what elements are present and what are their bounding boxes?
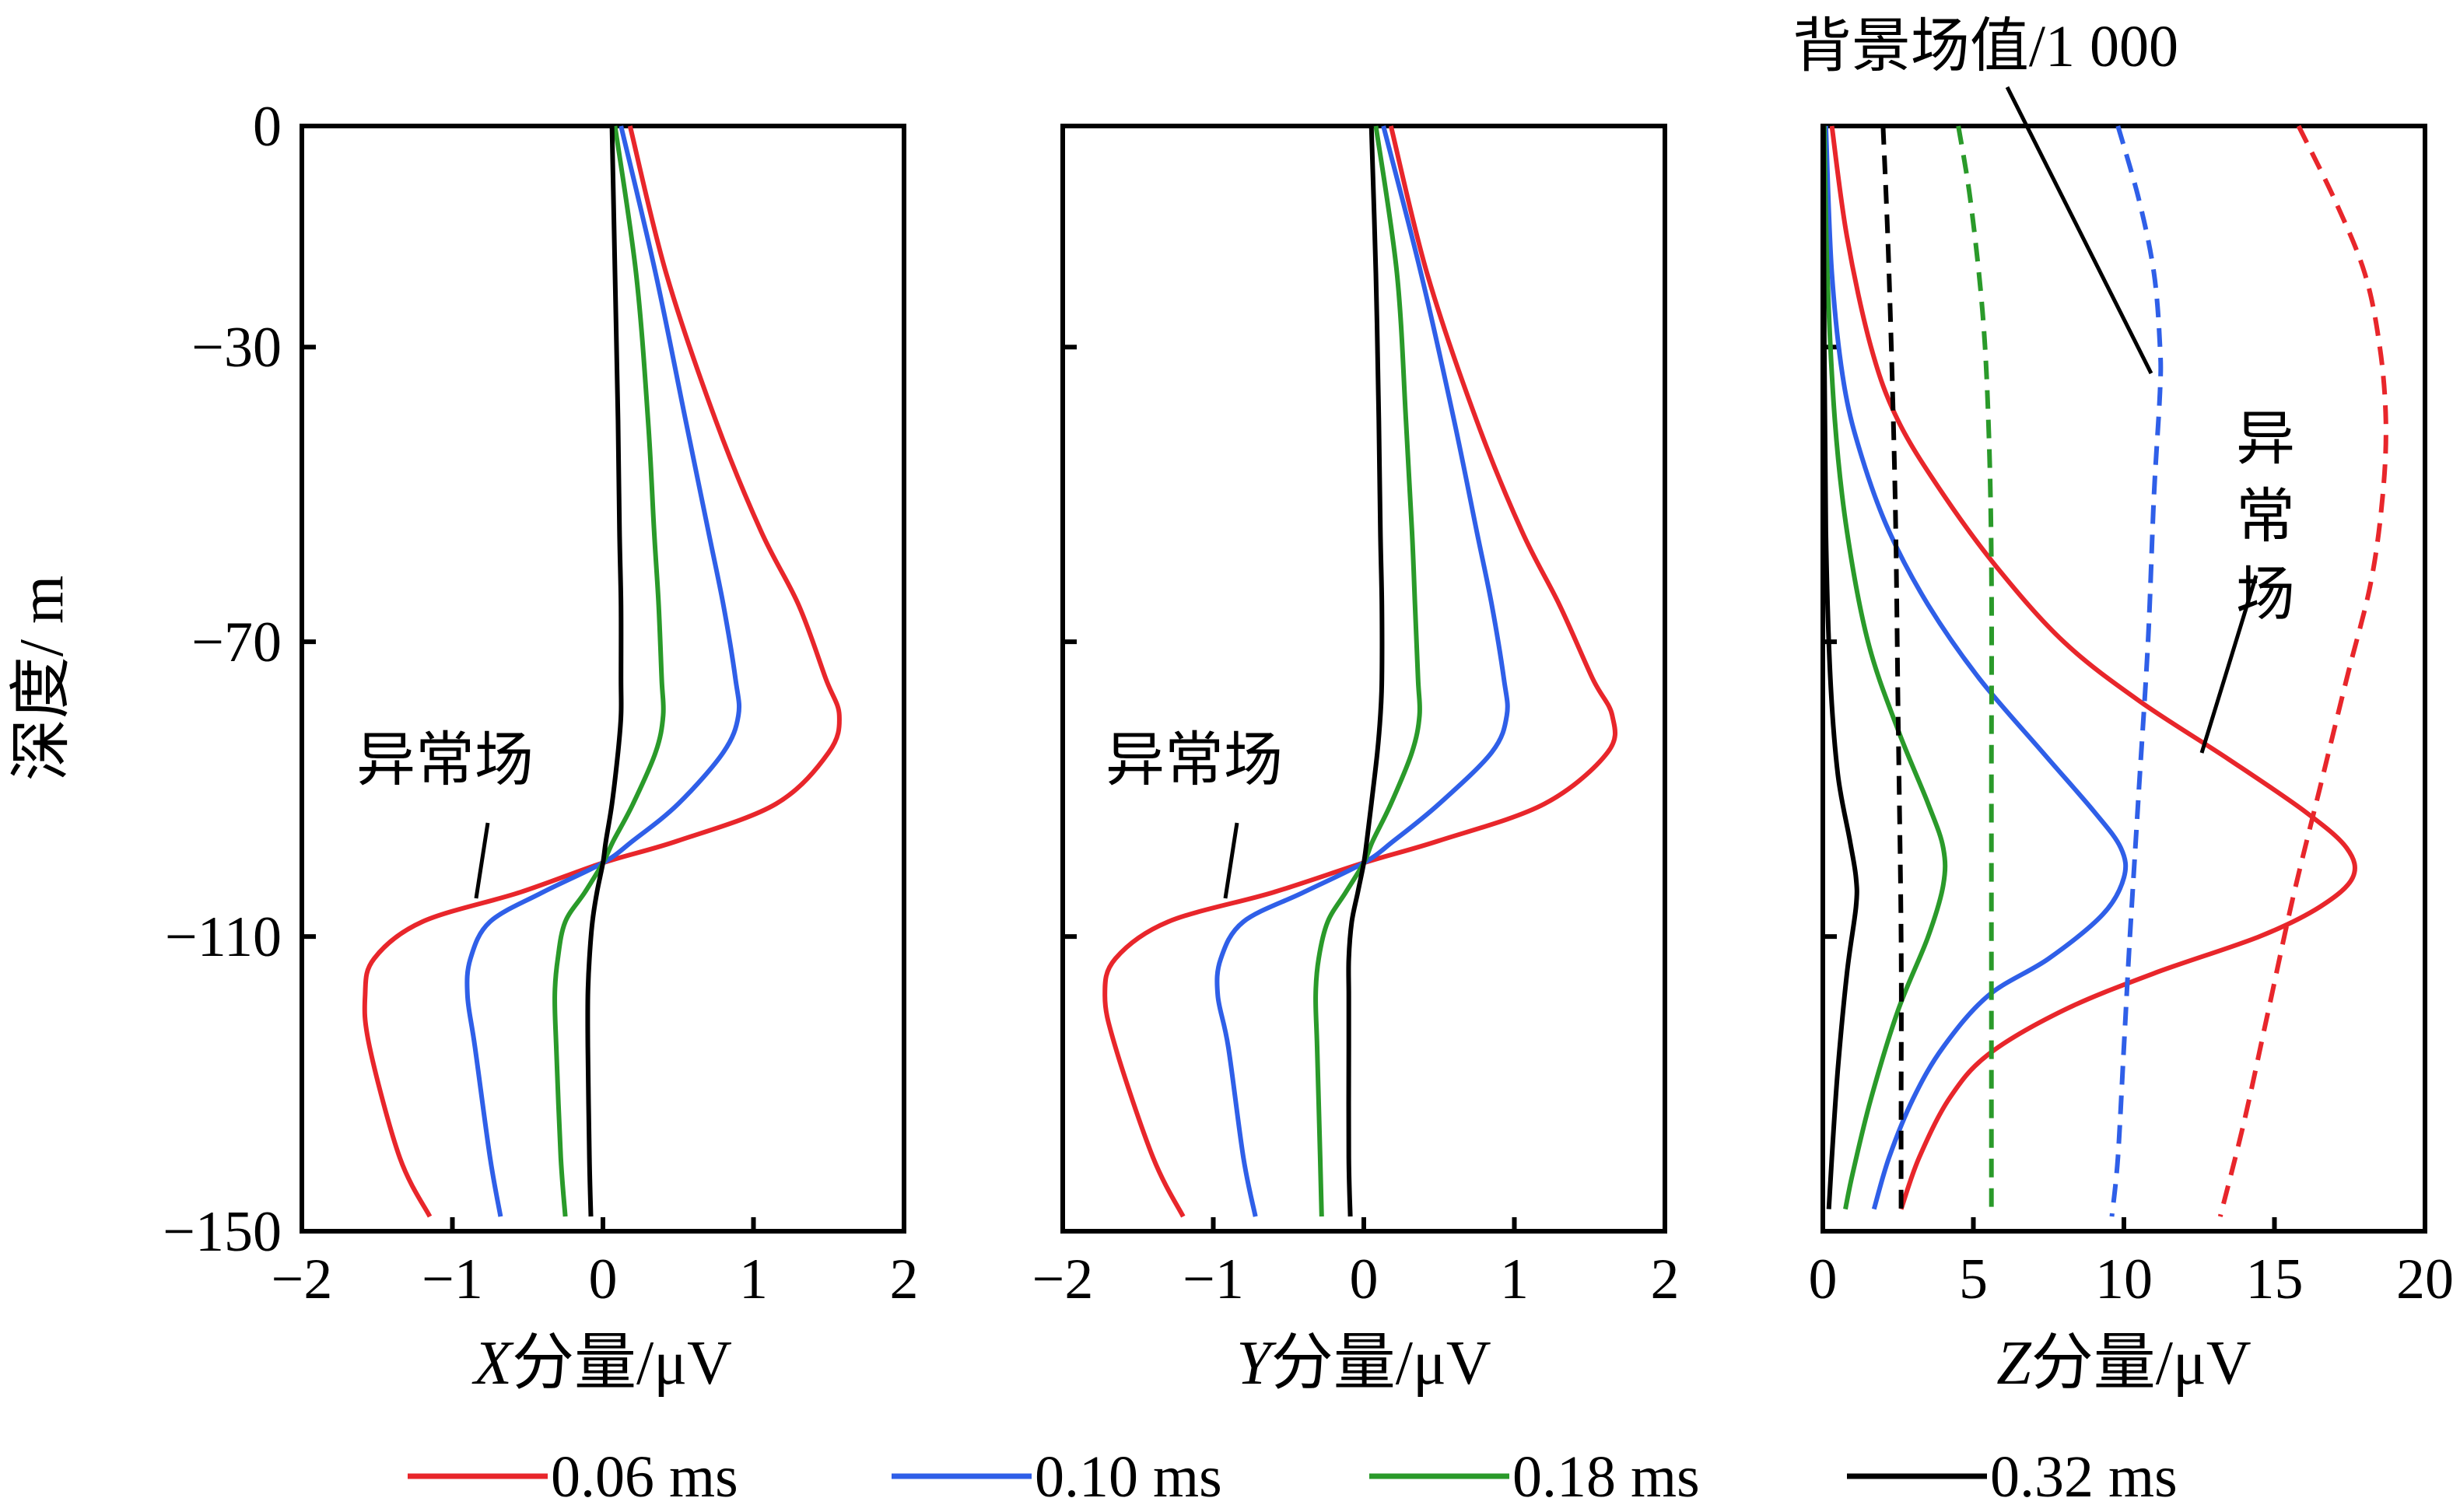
series-line [1880,125,1904,1217]
series-line [2217,124,2388,1217]
x-axis-title: Y分量/μV [1236,1329,1491,1398]
annotation-leader [2005,86,2153,375]
plot-frame [1060,124,1667,1234]
annotation-background: 背景场值/1 000 [1792,14,2178,79]
x-tick-label: −2 [272,1248,333,1311]
x-tick-label: 15 [2246,1248,2304,1311]
series-line [1102,125,1618,1218]
series-line [1829,125,2357,1210]
legend-item: 0.06 ms [408,1444,738,1510]
series-line [1821,125,1948,1210]
series-line [1346,125,1385,1217]
series-line [1313,125,1422,1217]
x-tick-label: −1 [1183,1248,1244,1311]
legend: 0.06 ms 0.10 ms 0.18 ms 0.32 ms [408,1444,2178,1510]
series-line [1820,125,1859,1209]
y-tick-label: −150 [163,1200,282,1264]
x-tick-label: 10 [2095,1248,2153,1311]
legend-item: 0.10 ms [892,1444,1222,1510]
panel-2: −2 −1 0 1 2 [1032,124,1680,1311]
plot-frame [1820,124,2427,1234]
series-line [362,125,842,1218]
annotation-anomaly: 异常场 [1106,728,1283,793]
legend-item: 0.32 ms [1847,1444,2178,1510]
legend-label: 0.06 ms [551,1444,738,1510]
series-line [2109,125,2164,1217]
x-tick-label: 0 [589,1248,618,1311]
legend-label: 0.18 ms [1512,1444,1700,1510]
x-tick-label: 1 [739,1248,768,1311]
y-tick-label: 0 [253,95,282,159]
x-tick-label: −2 [1032,1248,1094,1311]
x-tick-label: 20 [2396,1248,2454,1311]
x-tick-label: 2 [890,1248,919,1311]
legend-item: 0.18 ms [1369,1444,1700,1510]
y-tick-label: −30 [191,316,282,380]
series-line [1956,125,1995,1217]
x-tick-label: 5 [1959,1248,1988,1311]
panel-1: −2 −1 0 1 2 0 −30 −70 −110 −150 [163,95,918,1311]
panel-3: 0 5 10 15 20 [1809,124,2454,1311]
series-line [464,125,742,1217]
series-line [1214,125,1510,1217]
annotation-anomaly: 异常场 [356,728,534,793]
x-tick-label: 2 [1651,1248,1680,1311]
x-tick-label: 0 [1809,1248,1838,1311]
legend-label: 0.10 ms [1035,1444,1222,1510]
plot-frame [300,124,906,1234]
series-line [585,125,624,1217]
y-tick-label: −70 [191,611,282,674]
x-axis-title: X分量/μV [471,1329,732,1398]
y-tick-label: −110 [165,905,282,969]
annotation-leader [474,822,490,899]
annotation-anomaly-vertical: 异常场 [2236,407,2295,628]
x-axis-title: Z分量/μV [1996,1329,2251,1398]
y-axis-title: 深度/ m [8,576,76,781]
series-line [1823,125,2129,1210]
annotation-leader [2199,575,2259,754]
series-line [552,125,666,1217]
x-tick-label: 0 [1350,1248,1379,1311]
x-tick-label: −1 [422,1248,483,1311]
legend-label: 0.32 ms [1990,1444,2178,1510]
annotation-leader [1223,822,1239,899]
x-tick-label: 1 [1500,1248,1529,1311]
